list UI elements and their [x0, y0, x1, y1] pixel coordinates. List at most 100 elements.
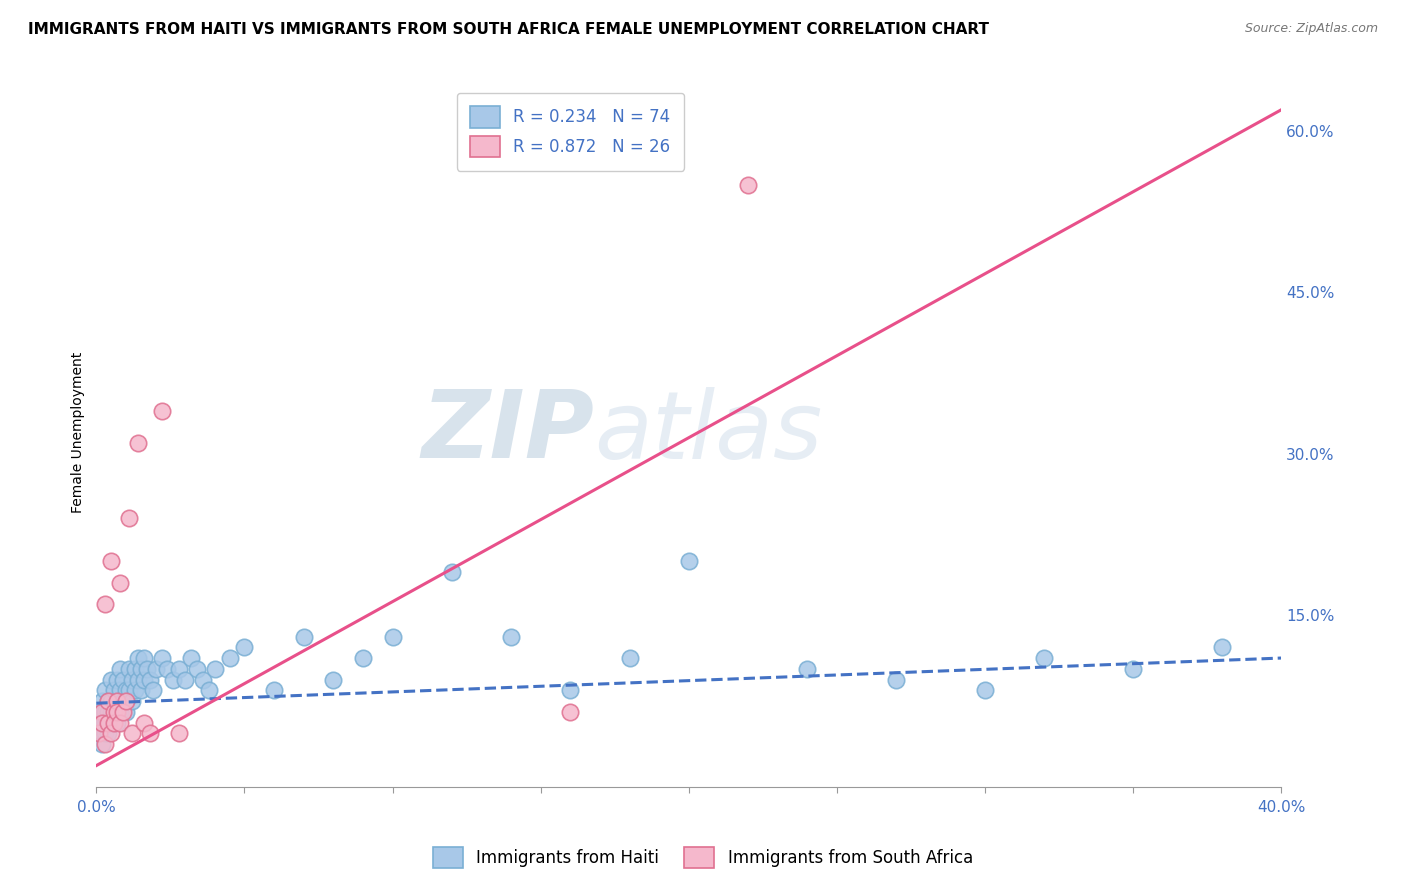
- Point: [105, 694, 128, 708]
- Point: [91, 715, 114, 730]
- Point: [129, 662, 152, 676]
- Point: [97, 705, 120, 719]
- Point: [124, 683, 146, 698]
- Point: [111, 705, 134, 719]
- Point: [127, 651, 149, 665]
- Point: [103, 705, 125, 719]
- Point: [560, 705, 582, 719]
- Point: [352, 651, 374, 665]
- Point: [191, 673, 214, 687]
- Point: [121, 726, 143, 740]
- Point: [105, 705, 128, 719]
- Point: [89, 705, 111, 719]
- Point: [111, 673, 134, 687]
- Point: [142, 683, 165, 698]
- Point: [186, 662, 208, 676]
- Point: [218, 651, 240, 665]
- Y-axis label: Female Unemployment: Female Unemployment: [72, 351, 86, 513]
- Point: [169, 662, 191, 676]
- Point: [91, 737, 114, 751]
- Point: [174, 673, 197, 687]
- Point: [108, 683, 131, 698]
- Point: [103, 715, 125, 730]
- Point: [127, 673, 149, 687]
- Point: [796, 662, 818, 676]
- Point: [100, 694, 122, 708]
- Point: [121, 694, 143, 708]
- Point: [108, 662, 131, 676]
- Point: [150, 403, 173, 417]
- Point: [440, 565, 463, 579]
- Text: atlas: atlas: [595, 387, 823, 478]
- Point: [121, 673, 143, 687]
- Point: [204, 662, 226, 676]
- Point: [263, 683, 285, 698]
- Point: [103, 683, 125, 698]
- Point: [91, 705, 114, 719]
- Text: Source: ZipAtlas.com: Source: ZipAtlas.com: [1244, 22, 1378, 36]
- Point: [180, 651, 202, 665]
- Point: [100, 673, 122, 687]
- Point: [132, 673, 155, 687]
- Legend: R = 0.234   N = 74, R = 0.872   N = 26: R = 0.234 N = 74, R = 0.872 N = 26: [457, 93, 683, 170]
- Point: [91, 715, 114, 730]
- Text: IMMIGRANTS FROM HAITI VS IMMIGRANTS FROM SOUTH AFRICA FEMALE UNEMPLOYMENT CORREL: IMMIGRANTS FROM HAITI VS IMMIGRANTS FROM…: [28, 22, 988, 37]
- Point: [619, 651, 641, 665]
- Point: [129, 683, 152, 698]
- Point: [97, 694, 120, 708]
- Point: [381, 630, 404, 644]
- Point: [150, 651, 173, 665]
- Point: [127, 436, 149, 450]
- Point: [132, 651, 155, 665]
- Point: [233, 640, 256, 655]
- Point: [169, 726, 191, 740]
- Point: [118, 511, 141, 525]
- Point: [100, 554, 122, 568]
- Point: [94, 705, 117, 719]
- Point: [138, 726, 160, 740]
- Point: [115, 705, 138, 719]
- Point: [1033, 651, 1056, 665]
- Point: [108, 575, 131, 590]
- Point: [156, 662, 179, 676]
- Point: [118, 662, 141, 676]
- Point: [1122, 662, 1144, 676]
- Point: [94, 683, 117, 698]
- Point: [115, 694, 138, 708]
- Point: [560, 683, 582, 698]
- Point: [198, 683, 221, 698]
- Point: [974, 683, 997, 698]
- Point: [97, 715, 120, 730]
- Point: [145, 662, 167, 676]
- Point: [124, 662, 146, 676]
- Point: [162, 673, 184, 687]
- Point: [292, 630, 315, 644]
- Point: [100, 726, 122, 740]
- Point: [138, 673, 160, 687]
- Point: [105, 694, 128, 708]
- Point: [94, 597, 117, 611]
- Point: [103, 715, 125, 730]
- Point: [97, 726, 120, 740]
- Point: [322, 673, 344, 687]
- Point: [91, 694, 114, 708]
- Point: [132, 715, 155, 730]
- Point: [135, 662, 157, 676]
- Point: [737, 178, 759, 192]
- Point: [115, 694, 138, 708]
- Text: ZIP: ZIP: [422, 386, 595, 478]
- Point: [100, 715, 122, 730]
- Point: [1211, 640, 1233, 655]
- Point: [678, 554, 700, 568]
- Point: [100, 705, 122, 719]
- Point: [111, 694, 134, 708]
- Point: [108, 705, 131, 719]
- Point: [89, 726, 111, 740]
- Point: [94, 737, 117, 751]
- Point: [105, 673, 128, 687]
- Point: [105, 715, 128, 730]
- Legend: Immigrants from Haiti, Immigrants from South Africa: Immigrants from Haiti, Immigrants from S…: [426, 840, 980, 875]
- Point: [108, 715, 131, 730]
- Point: [94, 715, 117, 730]
- Point: [118, 683, 141, 698]
